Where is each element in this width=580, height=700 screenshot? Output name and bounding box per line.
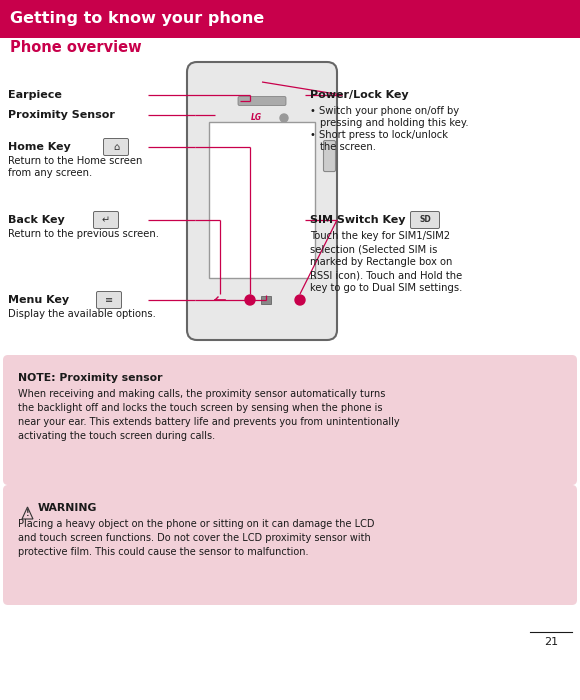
Text: Menu Key: Menu Key xyxy=(8,295,69,305)
Text: protective film. This could cause the sensor to malfunction.: protective film. This could cause the se… xyxy=(18,547,309,557)
FancyBboxPatch shape xyxy=(93,211,118,228)
FancyBboxPatch shape xyxy=(3,485,577,605)
FancyBboxPatch shape xyxy=(209,122,315,278)
Text: Getting to know your phone: Getting to know your phone xyxy=(10,11,264,27)
Text: and touch screen functions. Do not cover the LCD proximity sensor with: and touch screen functions. Do not cover… xyxy=(18,533,371,543)
Circle shape xyxy=(280,114,288,122)
Text: Return to the Home screen: Return to the Home screen xyxy=(8,156,142,166)
FancyBboxPatch shape xyxy=(3,355,577,485)
Text: ↵: ↵ xyxy=(102,215,110,225)
FancyBboxPatch shape xyxy=(0,0,580,38)
Text: the backlight off and locks the touch screen by sensing when the phone is: the backlight off and locks the touch sc… xyxy=(18,403,382,413)
FancyBboxPatch shape xyxy=(324,141,335,172)
Circle shape xyxy=(295,295,305,305)
Text: SD: SD xyxy=(419,216,431,225)
Text: ⌂: ⌂ xyxy=(113,142,119,152)
Text: !: ! xyxy=(26,509,30,518)
Text: • Short press to lock/unlock: • Short press to lock/unlock xyxy=(310,130,448,140)
Text: • Switch your phone on/off by: • Switch your phone on/off by xyxy=(310,106,459,116)
Text: ≡: ≡ xyxy=(105,295,113,305)
Text: selection (Selected SIM is: selection (Selected SIM is xyxy=(310,244,437,254)
Text: NOTE: Proximity sensor: NOTE: Proximity sensor xyxy=(18,373,162,383)
Text: marked by Rectangle box on: marked by Rectangle box on xyxy=(310,257,452,267)
Text: near your ear. This extends battery life and prevents you from unintentionally: near your ear. This extends battery life… xyxy=(18,417,400,427)
Text: Back Key: Back Key xyxy=(8,215,65,225)
Text: Earpiece: Earpiece xyxy=(8,90,62,100)
Text: pressing and holding this key.: pressing and holding this key. xyxy=(320,118,469,128)
Text: Placing a heavy object on the phone or sitting on it can damage the LCD: Placing a heavy object on the phone or s… xyxy=(18,519,375,529)
Text: WARNING: WARNING xyxy=(38,503,97,513)
Text: Phone overview: Phone overview xyxy=(10,41,142,55)
FancyBboxPatch shape xyxy=(261,296,271,304)
Text: Return to the previous screen.: Return to the previous screen. xyxy=(8,229,159,239)
FancyBboxPatch shape xyxy=(103,139,129,155)
Circle shape xyxy=(245,295,255,305)
Text: key to go to Dual SIM settings.: key to go to Dual SIM settings. xyxy=(310,283,462,293)
FancyBboxPatch shape xyxy=(187,62,337,340)
Text: 21: 21 xyxy=(544,637,558,647)
Text: RSSI icon). Touch and Hold the: RSSI icon). Touch and Hold the xyxy=(310,270,462,280)
Text: LG: LG xyxy=(251,113,262,122)
Text: Proximity Sensor: Proximity Sensor xyxy=(8,110,115,120)
FancyBboxPatch shape xyxy=(411,211,440,228)
Text: Touch the key for SIM1/SIM2: Touch the key for SIM1/SIM2 xyxy=(310,231,450,241)
Text: the screen.: the screen. xyxy=(320,142,376,152)
Text: When receiving and making calls, the proximity sensor automatically turns: When receiving and making calls, the pro… xyxy=(18,389,385,399)
Text: Power/Lock Key: Power/Lock Key xyxy=(310,90,409,100)
Text: from any screen.: from any screen. xyxy=(8,168,92,178)
Text: Home Key: Home Key xyxy=(8,142,71,152)
FancyBboxPatch shape xyxy=(238,97,286,106)
Text: activating the touch screen during calls.: activating the touch screen during calls… xyxy=(18,431,215,441)
FancyBboxPatch shape xyxy=(96,291,121,309)
Text: SIM Switch Key: SIM Switch Key xyxy=(310,215,405,225)
Text: Display the available options.: Display the available options. xyxy=(8,309,156,319)
